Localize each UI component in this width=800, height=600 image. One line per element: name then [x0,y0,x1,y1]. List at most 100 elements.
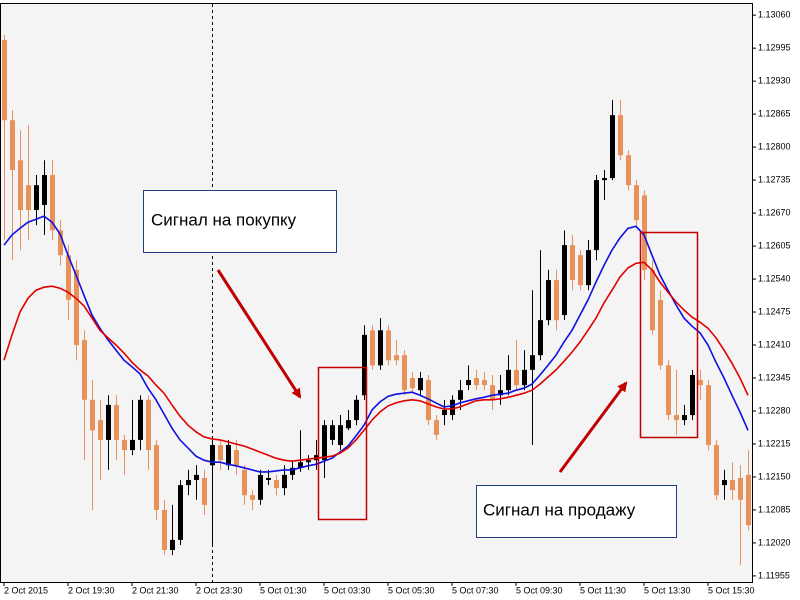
x-tick-label: 5 Oct 05:30 [388,585,435,595]
y-tick-label: 1.13060 [758,10,791,20]
candle-body [194,474,199,481]
candle-body [490,385,495,400]
y-tick-label: 1.12995 [758,43,791,53]
candle-body [442,409,447,416]
candle-body [218,444,223,461]
candle-body [538,320,543,356]
candle-body [378,330,383,366]
marks: 1.11955 1.12020 1.12085 1.12150 1.12215 1.122… [2,10,791,595]
y-tick-label: 1.12670 [758,207,791,217]
candle-body [122,439,127,451]
y-tick-label: 1.12280 [758,405,791,415]
candle-body [114,404,119,440]
candle-body [282,474,287,489]
candle-body [690,374,695,416]
x-tick-label: 5 Oct 09:30 [516,585,563,595]
candle-body [546,280,551,321]
candle-body [602,178,607,181]
annotation-box [476,485,677,538]
candle-body [322,425,327,461]
annotation-box [143,190,337,253]
y-tick-label: 1.12735 [758,174,791,184]
candle-body [242,469,247,496]
candle-body [458,390,463,400]
y-tick-label: 1.12475 [758,306,791,316]
x-tick-label: 5 Oct 13:30 [644,585,691,595]
highlight-box [639,231,699,439]
candle-body [82,339,87,400]
x-tick-label: 2 Oct 2015 [4,585,48,595]
y-tick-label: 1.12150 [758,471,791,481]
y-tick-label: 1.12410 [758,339,791,349]
candle-body [34,185,39,211]
y-tick-label: 1.12085 [758,504,791,514]
candle-body [266,477,271,481]
candle-body [202,477,207,505]
candle-body [618,115,623,156]
candle-body [106,404,111,440]
candle-body [74,269,79,346]
candle-body [418,378,423,391]
candle-body [330,425,335,440]
x-tick-label: 2 Oct 23:30 [196,585,243,595]
y-tick-label: 1.12540 [758,273,791,283]
candle-body [306,460,311,463]
x-tick-label: 2 Oct 21:30 [132,585,179,595]
candle-body [338,425,343,445]
candle-body [90,399,95,431]
annotation-text: Сигнал на продажу [483,500,636,519]
candle-body [730,480,735,491]
moving-average-line [3,261,749,463]
candle-body [426,380,431,421]
candle-body [386,330,391,361]
candle-body [482,380,487,386]
candle-body [474,378,479,386]
annotations: Сигнал на покупку Сигнал на продажу [143,190,699,538]
y-tick-label: 1.12800 [758,141,791,151]
x-tick-label: 5 Oct 03:30 [324,585,371,595]
candle-body [42,175,47,205]
candle-body [138,399,143,440]
annotation-text: Сигнал на покупку [151,210,297,229]
candle-body [570,245,575,281]
candle-body [450,399,455,416]
candle-body [714,444,719,496]
candle-body [154,444,159,510]
y-tick-label: 1.12865 [758,109,791,119]
candle-body [10,120,15,170]
candle-body [722,480,727,486]
candle-body [466,380,471,386]
y-tick-label: 1.12605 [758,240,791,250]
candle-body [514,369,519,386]
y-tick-label: 1.12020 [758,537,791,547]
candle-body [554,280,559,321]
x-tick-label: 5 Oct 15:30 [708,585,755,595]
candle-body [362,334,367,396]
candle-body [146,399,151,451]
candle-body [298,462,303,468]
candle-body [594,180,599,251]
candle-body [234,450,239,466]
candle-body [370,330,375,366]
candle-body [210,444,215,466]
candle-body [410,378,415,389]
candle-body [346,420,351,429]
candle-body [250,495,255,500]
candle-body [706,385,711,445]
candle-body [98,420,103,440]
y-tick-label: 1.11955 [758,570,790,580]
candle-body [394,355,399,361]
candle-body [746,474,751,526]
y-tick-label: 1.12345 [758,372,791,382]
candle-body [738,477,743,500]
x-tick-label: 5 Oct 01:30 [260,585,307,595]
moving-average-line [3,215,749,473]
candle-body [522,369,527,386]
candle-body [162,509,167,551]
candle-body [434,420,439,435]
arrow [558,381,628,473]
candle-body [274,480,279,489]
candle-body [578,255,583,286]
candle-body [634,185,639,221]
